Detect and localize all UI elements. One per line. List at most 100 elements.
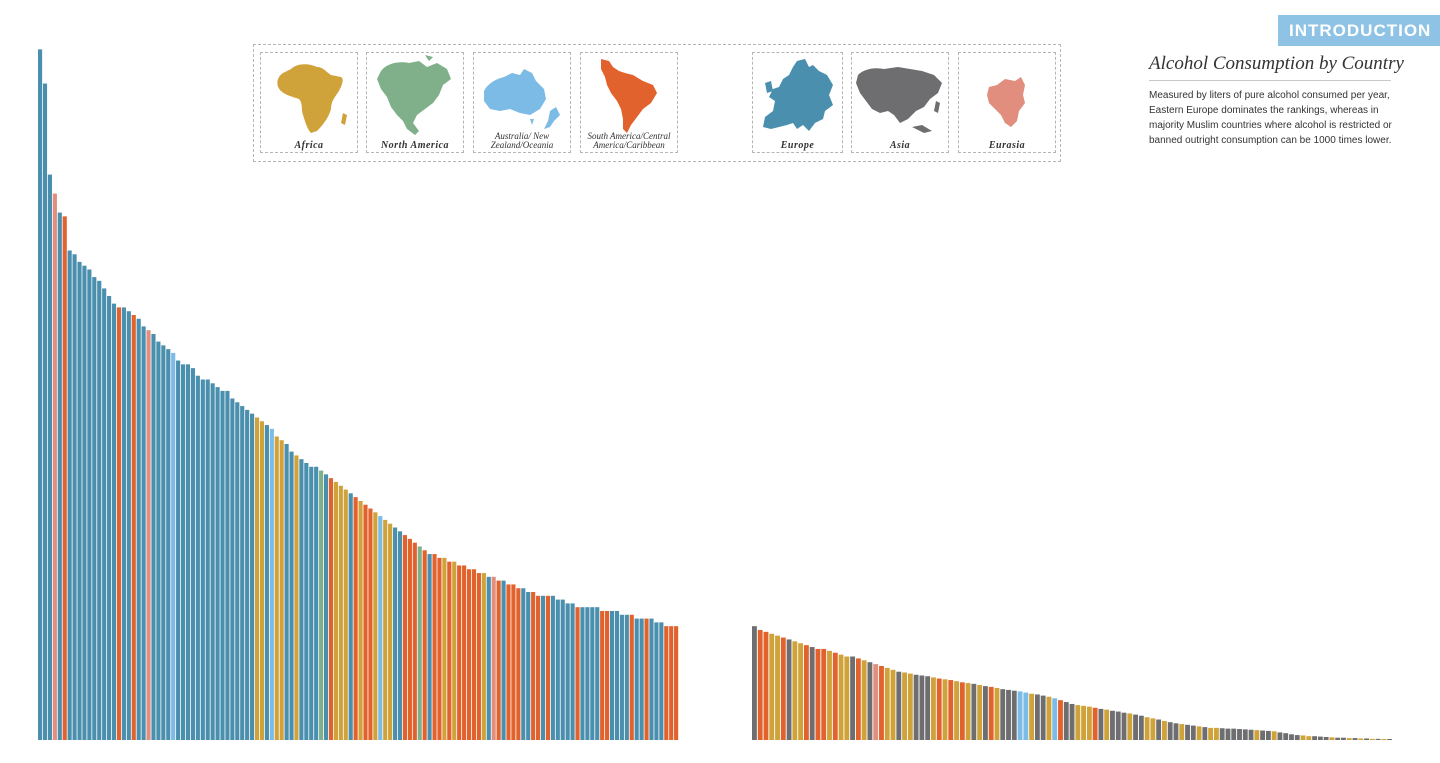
bar: [1046, 696, 1052, 740]
bar: [757, 629, 763, 740]
bar: [550, 595, 555, 740]
bar: [1202, 727, 1208, 740]
bar: [215, 387, 220, 740]
bar: [838, 654, 844, 740]
bar: [388, 523, 393, 740]
bar: [1086, 706, 1092, 740]
bar: [141, 326, 146, 740]
bar: [333, 481, 338, 740]
legend-label-asia: Asia: [889, 140, 911, 151]
bar: [481, 573, 486, 740]
bar: [378, 516, 383, 740]
bar: [1011, 690, 1017, 740]
bar: [942, 679, 948, 740]
bar: [319, 470, 324, 740]
bar: [97, 280, 102, 740]
bar: [363, 504, 368, 740]
bar: [235, 402, 240, 740]
bar: [62, 216, 67, 741]
bar: [1341, 737, 1346, 740]
bar: [1121, 712, 1127, 740]
bar: [954, 681, 959, 740]
bar: [1306, 736, 1312, 740]
bar: [585, 607, 590, 740]
bar: [821, 648, 827, 740]
bar: [977, 684, 983, 740]
bar: [92, 277, 97, 740]
bar: [827, 650, 832, 740]
bar: [1254, 730, 1260, 740]
bar: [57, 212, 62, 741]
bar: [575, 607, 580, 740]
legend-card-asia: Asia: [851, 52, 949, 153]
bar: [890, 669, 896, 740]
bar: [994, 688, 1000, 740]
bar: [1092, 707, 1098, 740]
bar: [580, 607, 585, 740]
bar: [1358, 738, 1364, 740]
bar: [1179, 724, 1185, 740]
bar: [230, 398, 235, 740]
bar: [844, 656, 850, 740]
legend-card-north-america: North America: [366, 52, 464, 153]
bar: [328, 478, 334, 740]
bar: [634, 618, 639, 740]
bar: [417, 546, 422, 740]
bar: [1329, 737, 1335, 740]
bar: [190, 368, 195, 740]
bar: [146, 330, 151, 740]
bar: [669, 626, 674, 740]
bar: [925, 676, 931, 740]
bar: [850, 656, 856, 740]
bar: [383, 519, 388, 740]
bar: [1242, 729, 1248, 740]
bar: [1150, 718, 1156, 740]
bar: [1364, 738, 1369, 740]
bar: [501, 580, 506, 740]
bar: [982, 686, 988, 740]
bar: [619, 614, 624, 740]
bar: [343, 489, 348, 740]
bar: [1335, 737, 1341, 740]
bar: [338, 485, 343, 740]
bar: [407, 538, 412, 740]
legend-label-south-america: South America/Central America/Caribbean: [587, 131, 671, 150]
bar: [264, 425, 269, 740]
bar: [1000, 689, 1006, 740]
bar: [1017, 691, 1023, 740]
bar: [752, 626, 757, 740]
bar: [442, 557, 447, 740]
bar: [867, 662, 873, 740]
bar: [803, 645, 809, 740]
bar: [1317, 736, 1323, 740]
bar: [274, 436, 279, 740]
bar: [72, 254, 77, 741]
bar: [1213, 727, 1219, 740]
bar: [809, 647, 815, 740]
bar: [1167, 722, 1173, 740]
bar: [269, 428, 274, 740]
bar: [1127, 713, 1133, 740]
bar: [1162, 721, 1167, 740]
bar: [832, 652, 838, 740]
bar: [353, 497, 358, 740]
bar: [1138, 715, 1144, 740]
bar: [284, 444, 289, 740]
bar: [131, 315, 136, 740]
bar: [1069, 703, 1075, 740]
bar: [314, 466, 319, 740]
chart-description: Measured by liters of pure alcohol consu…: [1149, 90, 1392, 146]
bar: [769, 633, 775, 740]
bar: [907, 673, 913, 740]
bar: [815, 648, 821, 740]
bar: [136, 318, 141, 740]
bar: [919, 675, 925, 740]
legend-card-europe: Europe: [752, 52, 843, 153]
bar: [393, 527, 398, 740]
bar: [304, 462, 309, 740]
bar: [1196, 726, 1202, 740]
bar: [1323, 736, 1329, 740]
legend-label-north-america: North America: [380, 140, 450, 151]
bar: [422, 550, 427, 740]
introduction-badge: INTRODUCTION: [1278, 15, 1440, 46]
